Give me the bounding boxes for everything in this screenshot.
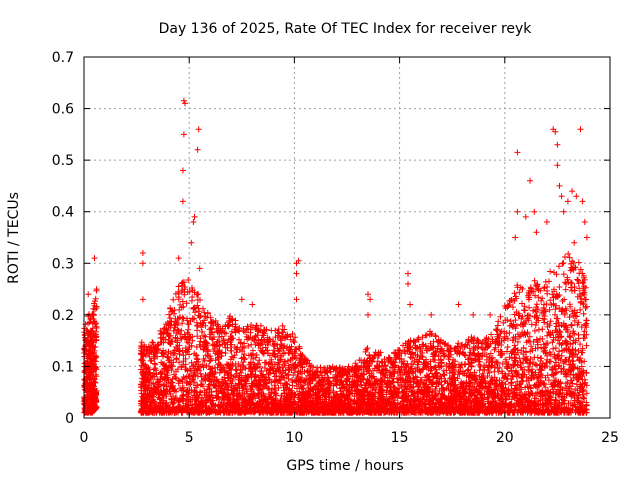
axis-ticks (83, 56, 611, 419)
x-tick-labels: 0 5 10 15 20 25 (80, 430, 619, 446)
y-axis-label: ROTI / TECUs (6, 192, 22, 284)
y-tick-labels: 0 0.1 0.2 0.3 0.4 0.5 0.6 0.7 (52, 50, 74, 427)
y-tick-label: 0.1 (52, 359, 74, 375)
data-points (81, 97, 590, 416)
x-tick-label: 0 (80, 430, 89, 446)
roti-points (81, 97, 590, 416)
x-axis-label: GPS time / hours (286, 458, 403, 474)
y-tick-label: 0.6 (52, 102, 74, 118)
x-tick-label: 10 (285, 430, 303, 446)
y-tick-label: 0 (65, 411, 74, 427)
y-tick-label: 0.4 (52, 205, 74, 221)
x-tick-label: 25 (601, 430, 619, 446)
x-tick-label: 20 (496, 430, 514, 446)
x-tick-label: 15 (391, 430, 409, 446)
x-tick-label: 5 (185, 430, 194, 446)
plot-frame (83, 56, 611, 419)
y-tick-label: 0.2 (52, 308, 74, 324)
y-tick-label: 0.3 (52, 256, 74, 272)
y-tick-label: 0.5 (52, 153, 74, 169)
chart-title: Day 136 of 2025, Rate Of TEC Index for r… (159, 21, 533, 37)
y-tick-label: 0.7 (52, 50, 74, 66)
